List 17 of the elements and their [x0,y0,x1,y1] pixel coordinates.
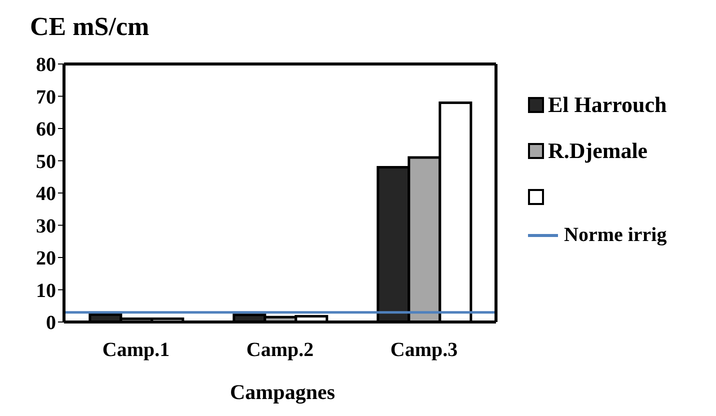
chart-title: CE mS/cm [30,12,150,42]
x-tick-label: Camp.1 [102,339,170,362]
y-tick-label: 10 [36,280,56,302]
y-tick-label: 30 [36,215,56,238]
y-tick-label: 0 [46,312,56,334]
y-tick-label: 80 [36,54,56,76]
x-tick-label: Camp.2 [246,339,314,362]
y-tick-label: 50 [36,150,56,173]
x-axis-title: Campagnes [230,380,336,405]
y-tick-label: 40 [36,183,56,206]
legend-label: El Harrouch [548,92,667,118]
y-tick-label: 60 [36,118,56,141]
y-tick-label: 70 [36,86,56,108]
y-tick-label: 20 [36,248,56,270]
x-tick-label: Camp.3 [390,339,458,362]
legend-label: R.Djemale [548,138,648,164]
legend-label: Norme irrig [564,224,667,247]
